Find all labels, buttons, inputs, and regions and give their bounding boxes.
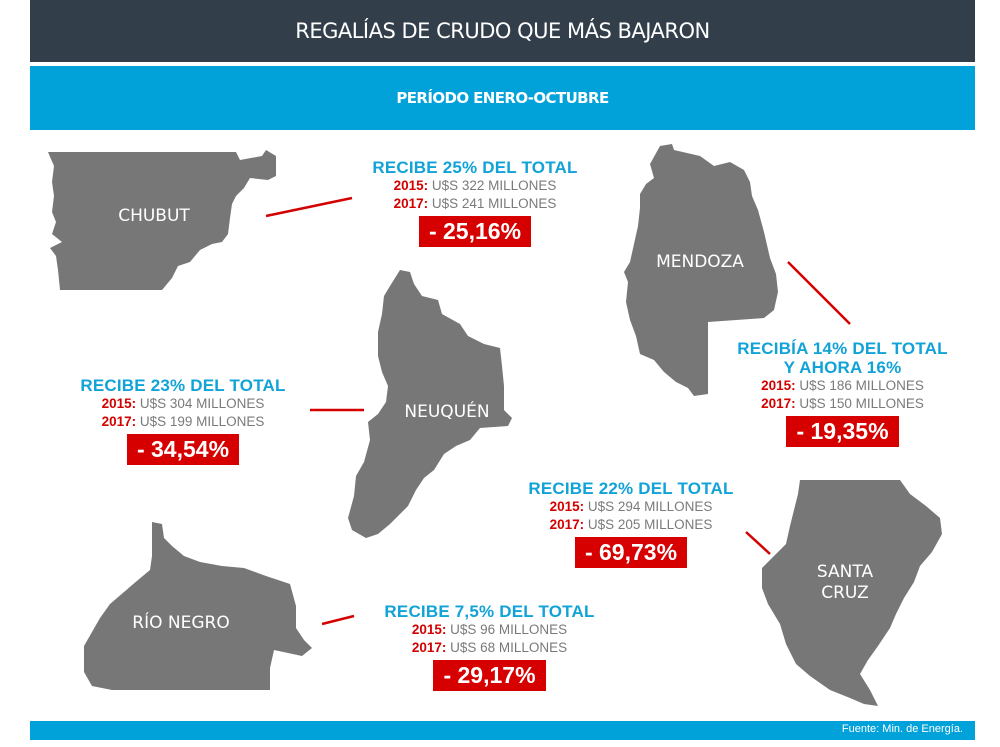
share-heading: RECIBE 7,5% DEL TOTAL <box>384 602 595 621</box>
row-2017: 2017: U$S 68 MILLONES <box>362 639 617 657</box>
mendoza-info: RECIBÍA 14% DEL TOTAL Y AHORA 16% 2015: … <box>715 339 970 447</box>
year-label: 2017: <box>393 196 429 211</box>
source-credit: Fuente: Min. de Energía. <box>841 723 963 735</box>
value: U$S 322 MILLONES <box>431 178 557 193</box>
change-badge: - 19,35% <box>786 416 899 447</box>
share-heading-line2: Y AHORA 16% <box>783 358 902 377</box>
chubut-map-shape <box>48 150 276 290</box>
change-badge: - 29,17% <box>433 660 546 691</box>
row-2017: 2017: U$S 205 MILLONES <box>506 516 756 534</box>
santa-cruz-label-line1: SANTA <box>816 562 874 582</box>
row-2015: 2015: U$S 322 MILLONES <box>350 177 600 195</box>
title-bar: REGALÍAS DE CRUDO QUE MÁS BAJARON <box>30 0 975 62</box>
rio-negro-info: RECIBE 7,5% DEL TOTAL 2015: U$S 96 MILLO… <box>362 602 617 691</box>
year-label: 2015: <box>411 622 447 637</box>
year-label: 2017: <box>549 517 585 532</box>
year-label: 2015: <box>549 499 585 514</box>
neuquen-info: RECIBE 23% DEL TOTAL 2015: U$S 304 MILLO… <box>58 376 308 465</box>
value: U$S 294 MILLONES <box>587 499 713 514</box>
change-badge: - 25,16% <box>418 216 532 247</box>
row-2017: 2017: U$S 241 MILLONES <box>350 195 600 213</box>
rio-negro-connector <box>321 614 355 626</box>
value: U$S 304 MILLONES <box>139 396 265 411</box>
share-heading: RECIBÍA 14% DEL TOTAL <box>737 339 948 358</box>
rio-negro-map-shape <box>84 522 312 690</box>
year-label: 2015: <box>393 178 429 193</box>
year-label: 2015: <box>101 396 137 411</box>
value: U$S 186 MILLONES <box>799 378 924 393</box>
share-heading: RECIBE 25% DEL TOTAL <box>372 158 578 177</box>
mendoza-label: MENDOZA <box>656 252 744 272</box>
change-badge: - 69,73% <box>574 537 688 568</box>
santa-cruz-info: RECIBE 22% DEL TOTAL 2015: U$S 294 MILLO… <box>506 479 756 568</box>
year-label: 2017: <box>761 396 796 411</box>
row-2015: 2015: U$S 186 MILLONES <box>715 377 970 395</box>
value: U$S 199 MILLONES <box>139 414 265 429</box>
row-2017: 2017: U$S 150 MILLONES <box>715 395 970 413</box>
rio-negro-label: RÍO NEGRO <box>132 613 230 633</box>
row-2015: 2015: U$S 304 MILLONES <box>58 395 308 413</box>
share-heading: RECIBE 23% DEL TOTAL <box>80 376 286 395</box>
santa-cruz-label: SANTA CRUZ <box>790 562 900 604</box>
santa-cruz-label-line2: CRUZ <box>821 583 869 603</box>
period-bar: PERÍODO ENERO-OCTUBRE <box>30 66 975 130</box>
period-label: PERÍODO ENERO-OCTUBRE <box>396 89 609 107</box>
year-label: 2015: <box>761 378 796 393</box>
change-badge: - 34,54% <box>126 434 240 465</box>
neuquen-map-shape <box>348 270 512 538</box>
page-title: REGALÍAS DE CRUDO QUE MÁS BAJARON <box>295 19 710 43</box>
value: U$S 68 MILLONES <box>450 640 568 655</box>
santa-cruz-map-shape <box>762 480 942 706</box>
value: U$S 150 MILLONES <box>799 396 924 411</box>
mendoza-connector <box>787 261 851 325</box>
chubut-label: CHUBUT <box>118 206 190 226</box>
mendoza-map-shape <box>624 144 778 396</box>
footer-bar: Fuente: Min. de Energía. <box>30 721 975 740</box>
chubut-connector <box>265 196 353 218</box>
value: U$S 241 MILLONES <box>431 196 557 211</box>
year-label: 2017: <box>101 414 137 429</box>
row-2015: 2015: U$S 96 MILLONES <box>362 621 617 639</box>
neuquen-label: NEUQUÉN <box>404 402 490 422</box>
value: U$S 96 MILLONES <box>450 622 568 637</box>
row-2017: 2017: U$S 199 MILLONES <box>58 413 308 431</box>
row-2015: 2015: U$S 294 MILLONES <box>506 498 756 516</box>
year-label: 2017: <box>411 640 447 655</box>
santa-cruz-connector <box>745 531 771 555</box>
chubut-info: RECIBE 25% DEL TOTAL 2015: U$S 322 MILLO… <box>350 158 600 247</box>
share-heading: RECIBE 22% DEL TOTAL <box>528 479 734 498</box>
value: U$S 205 MILLONES <box>587 517 713 532</box>
